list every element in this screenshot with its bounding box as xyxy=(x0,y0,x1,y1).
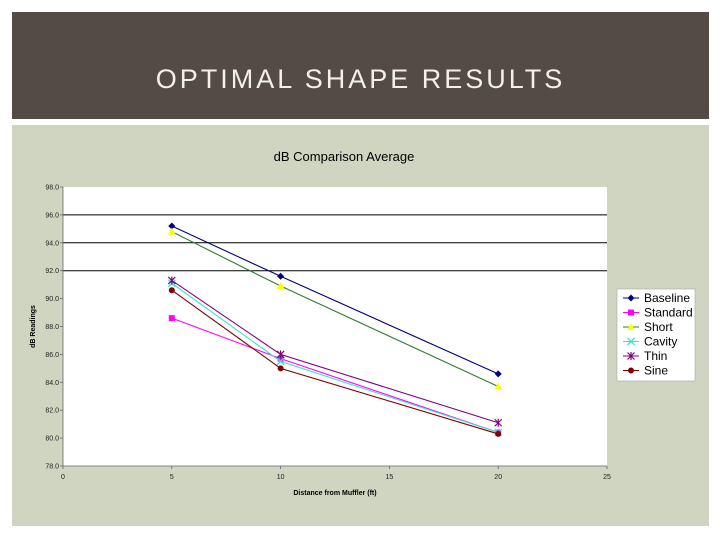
legend-label: Cavity xyxy=(644,335,677,349)
legend-item: Standard xyxy=(623,306,693,320)
legend-marker xyxy=(627,294,635,302)
data-point xyxy=(276,282,285,290)
data-point xyxy=(276,357,285,366)
data-point xyxy=(277,355,284,362)
y-tick-label: 96.0 xyxy=(45,212,59,219)
y-tick-label: 80.0 xyxy=(45,436,59,443)
series-group xyxy=(167,222,503,437)
legend-item: Thin xyxy=(623,349,667,363)
data-point xyxy=(495,430,502,437)
legend-marker xyxy=(627,352,635,360)
y-axis-ticks: 78.0 80.0 82.0 84.0 86.0 88.0 90.0 92.0 94.0 96.0… xyxy=(45,185,63,471)
y-tick-label: 92.0 xyxy=(45,268,59,275)
legend-box xyxy=(616,288,696,382)
y-tick-label: 82.0 xyxy=(45,408,59,415)
data-point xyxy=(167,276,176,285)
slide-title: OPTIMAL SHAPE RESULTS xyxy=(155,64,566,94)
chart-title: dB Comparison Average xyxy=(274,149,415,164)
data-point xyxy=(277,272,285,280)
y-tick-label: 94.0 xyxy=(45,240,59,247)
x-tick-label: 15 xyxy=(386,474,394,481)
data-point xyxy=(168,222,176,230)
series-baseline xyxy=(168,222,502,378)
line-chart: dB Comparison Average 78.0 80.0 82.0 84.0 86… xyxy=(30,149,696,497)
x-tick-label: 0 xyxy=(61,474,65,481)
legend-item: Baseline xyxy=(623,291,690,305)
x-tick-label: 5 xyxy=(170,474,174,481)
y-tick-label: 78.0 xyxy=(45,464,59,471)
series-sine xyxy=(168,287,502,437)
data-point xyxy=(277,365,284,372)
legend-label: Thin xyxy=(644,349,667,363)
legend-item: Short xyxy=(623,320,673,334)
legend-marker xyxy=(627,337,635,346)
plot-area xyxy=(63,187,607,466)
data-point xyxy=(494,382,503,390)
x-tick-label: 20 xyxy=(494,474,502,481)
y-axis-label: dB Readings xyxy=(30,305,37,348)
y-tick-label: 84.0 xyxy=(45,380,59,387)
chart-panel: dB Comparison Average 78.0 80.0 82.0 84.0 86… xyxy=(12,125,709,526)
y-tick-label: 86.0 xyxy=(45,352,59,359)
series-short xyxy=(167,227,503,390)
legend-marker xyxy=(628,367,634,374)
data-point xyxy=(494,370,502,378)
legend-label: Standard xyxy=(644,306,693,320)
legend-marker xyxy=(628,309,634,316)
legend-label: Short xyxy=(644,320,673,334)
y-tick-label: 88.0 xyxy=(45,324,59,331)
legend-item: Sine xyxy=(623,364,668,378)
gridlines xyxy=(62,187,607,467)
x-tick-label: 25 xyxy=(603,474,611,481)
data-point xyxy=(168,287,175,294)
data-point xyxy=(276,350,285,359)
legend-label: Baseline xyxy=(644,291,690,305)
legend-label: Sine xyxy=(644,364,668,378)
x-axis-label: Distance from Muffler (ft) xyxy=(293,490,376,497)
legend-item: Cavity xyxy=(623,335,677,349)
title-band: OPTIMAL SHAPE RESULTS xyxy=(12,12,709,119)
legend-marker xyxy=(627,323,635,330)
data-point xyxy=(494,418,503,427)
y-tick-label: 90.0 xyxy=(45,296,59,303)
series-thin xyxy=(167,276,503,427)
data-point xyxy=(168,315,175,322)
x-axis-ticks: 0 5 10 15 20 25 xyxy=(61,466,611,481)
data-point xyxy=(167,227,176,235)
y-tick-label: 98.0 xyxy=(45,185,59,192)
x-tick-label: 10 xyxy=(277,474,285,481)
